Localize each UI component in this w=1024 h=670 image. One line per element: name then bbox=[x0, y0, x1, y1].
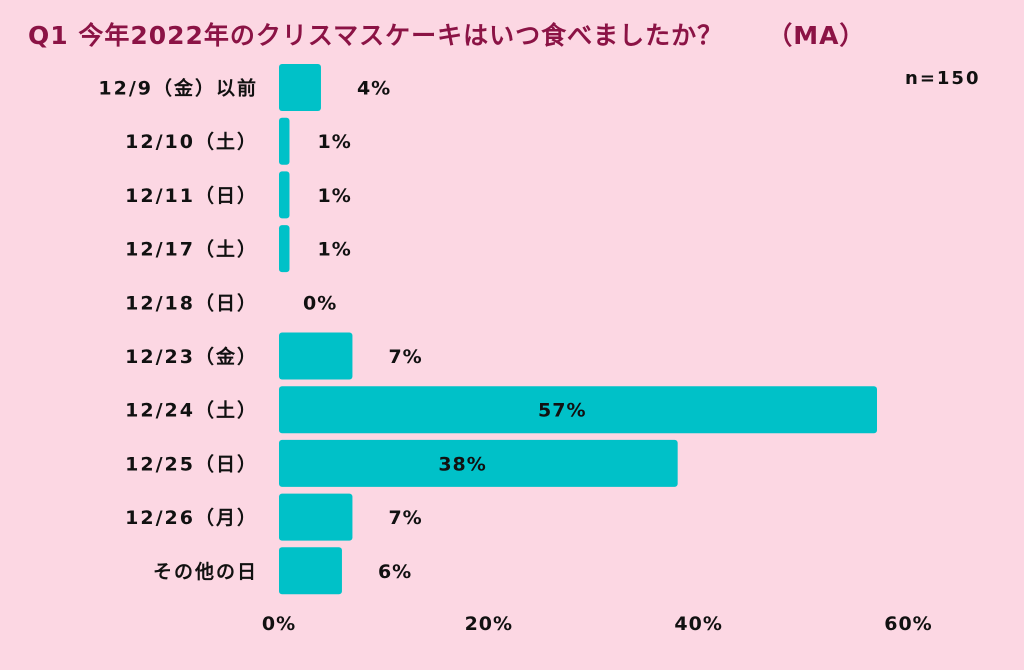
value-label: 1% bbox=[317, 239, 351, 261]
bar bbox=[279, 64, 321, 111]
value-label: 7% bbox=[388, 346, 422, 368]
chart-title-text: Q1 今年2022年のクリスマスケーキはいつ食べましたか？ bbox=[28, 21, 724, 50]
value-label: 6% bbox=[378, 561, 412, 583]
bar bbox=[279, 386, 877, 434]
category-label: 12/18（日） bbox=[125, 291, 258, 314]
value-label: 7% bbox=[388, 507, 422, 529]
category-label: 12/11（日） bbox=[125, 184, 258, 207]
bar bbox=[279, 332, 353, 380]
category-label: 12/25（日） bbox=[125, 452, 258, 475]
x-tick-label: 20% bbox=[465, 613, 513, 635]
category-label: 12/10（土） bbox=[125, 130, 258, 153]
category-label: 12/26（月） bbox=[125, 506, 258, 529]
category-label: その他の日 bbox=[153, 560, 258, 583]
value-label: 57% bbox=[538, 400, 586, 422]
value-label: 38% bbox=[438, 453, 486, 475]
value-label: 4% bbox=[357, 78, 391, 100]
bar bbox=[279, 171, 290, 219]
category-label: 12/9（金）以前 bbox=[98, 77, 258, 100]
sample-size-label: n=150 bbox=[905, 68, 981, 89]
x-tick-label: 0% bbox=[262, 613, 296, 635]
category-label: 12/24（土） bbox=[125, 399, 258, 422]
bar bbox=[279, 493, 353, 541]
chart-title-tag: （MA） bbox=[767, 21, 866, 50]
value-label: 0% bbox=[303, 292, 337, 314]
chart-title: Q1 今年2022年のクリスマスケーキはいつ食べましたか？ （MA） bbox=[28, 16, 865, 52]
value-label: 1% bbox=[317, 185, 351, 207]
bar bbox=[279, 547, 342, 595]
category-label: 12/17（土） bbox=[125, 238, 258, 261]
x-tick-label: 40% bbox=[674, 613, 722, 635]
category-label: 12/23（金） bbox=[125, 345, 258, 368]
bar bbox=[279, 225, 290, 273]
bar bbox=[279, 117, 290, 165]
bar bbox=[279, 439, 678, 487]
x-tick-label: 60% bbox=[884, 613, 932, 635]
value-label: 1% bbox=[317, 131, 351, 153]
